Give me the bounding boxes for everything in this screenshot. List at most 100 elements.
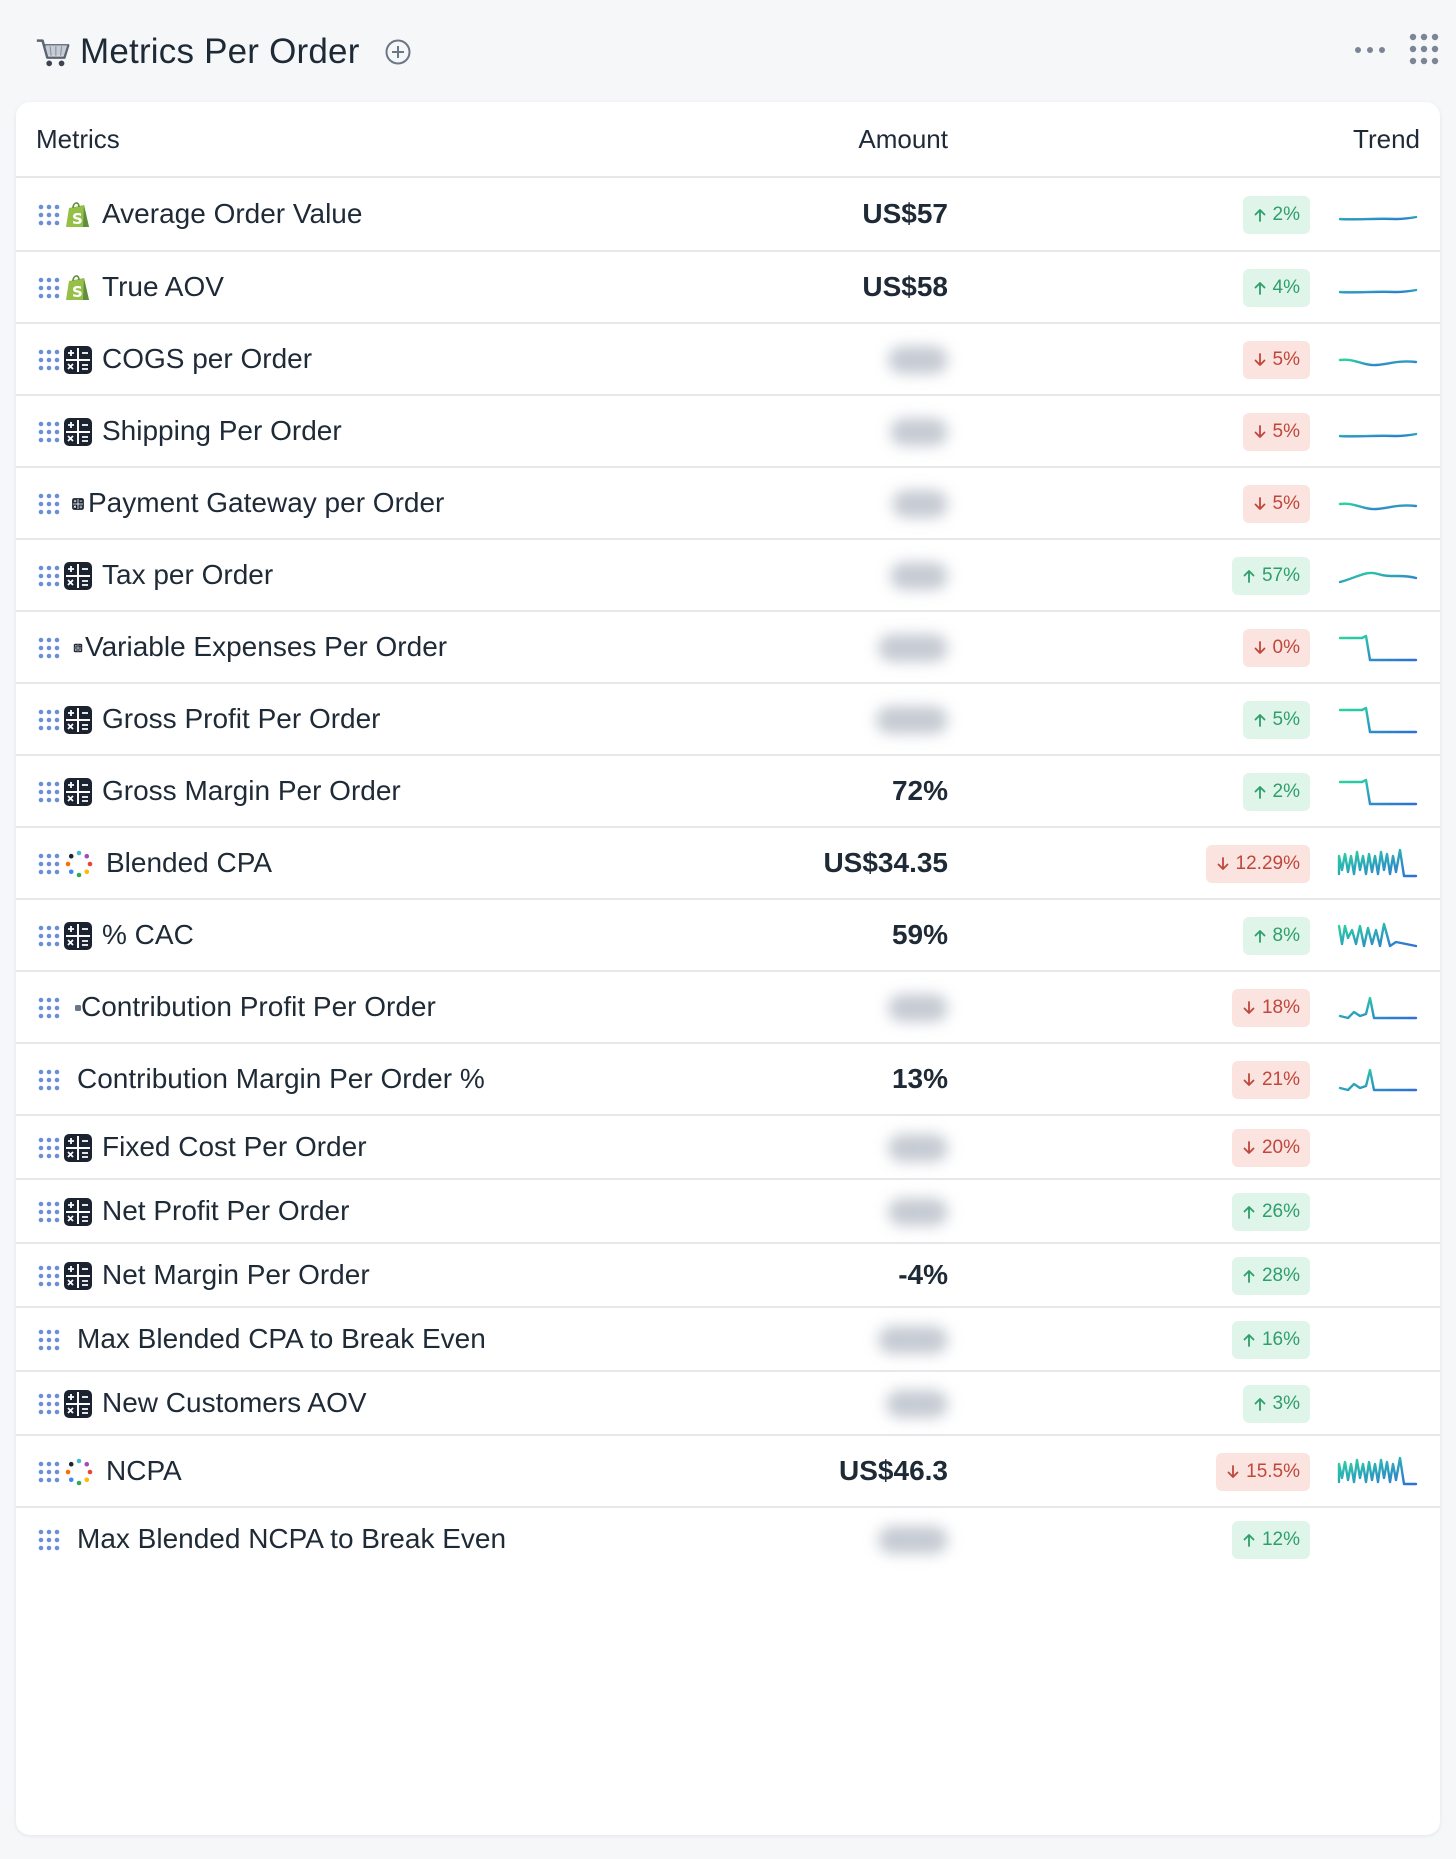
column-header-metrics[interactable]: Metrics [36, 124, 120, 154]
arrow-up-icon [1254, 1398, 1265, 1411]
drag-handle-icon[interactable] [38, 781, 60, 803]
table-row[interactable]: Max Blended NCPA to Break Even 12% [16, 1508, 1440, 1572]
drag-handle-icon[interactable] [38, 997, 60, 1019]
drag-handle-icon[interactable] [38, 637, 60, 659]
change-badge: 5% [1242, 485, 1310, 523]
arrow-up-icon [1254, 282, 1265, 295]
blended-dots-icon [65, 850, 93, 878]
arrow-up-icon [1243, 1534, 1255, 1547]
more-horizontal-icon[interactable] [1352, 40, 1388, 60]
metric-name: Net Margin Per Order [102, 1259, 370, 1290]
drag-handle-icon[interactable] [38, 421, 60, 443]
arrow-down-icon [1217, 857, 1228, 870]
table-row[interactable]: Max Blended CPA to Break Even 16% [16, 1308, 1440, 1372]
drag-handle-icon[interactable] [38, 1137, 60, 1159]
table-row[interactable]: COGS per Order 5% [16, 324, 1440, 396]
change-value: 2% [1272, 204, 1300, 225]
drag-handle-icon[interactable] [38, 925, 60, 947]
metric-amount: US$34.35 [823, 847, 948, 878]
metric-name: New Customers AOV [102, 1387, 367, 1418]
drag-handle-icon[interactable] [38, 349, 60, 371]
plus-circle-icon[interactable] [384, 38, 412, 66]
trend-sparkline [1337, 1456, 1418, 1486]
trend-sparkline [1338, 996, 1418, 1020]
table-row[interactable]: Net Margin Per Order -4% 28% [16, 1244, 1440, 1308]
table-row[interactable]: Contribution Margin Per Order % 13% 21% [16, 1044, 1440, 1116]
arrow-down-icon [1254, 641, 1265, 654]
drag-handle-icon[interactable] [38, 565, 60, 587]
change-value: 15.5% [1246, 1461, 1300, 1482]
change-badge: 2% [1242, 773, 1310, 811]
arrow-up-icon [1254, 209, 1265, 222]
arrow-up-icon [1254, 714, 1265, 727]
table-row[interactable]: Shipping Per Order 5% [16, 396, 1440, 468]
calculator-icon [64, 1134, 92, 1162]
change-badge: 3% [1242, 1385, 1310, 1423]
change-value: 5% [1272, 421, 1300, 442]
drag-handle-icon[interactable] [38, 853, 60, 875]
arrow-down-icon [1254, 497, 1265, 510]
hidden-amount [876, 706, 948, 734]
trend-sparkline [1338, 288, 1418, 294]
arrow-down-icon [1227, 1465, 1239, 1478]
grid-dots-icon[interactable] [1408, 32, 1440, 66]
table-row[interactable]: S Average Order Value US$57 2% [16, 178, 1440, 252]
calculator-icon [64, 1390, 92, 1418]
table-row[interactable]: Blended CPA US$34.35 12.29% [16, 828, 1440, 900]
change-value: 0% [1272, 637, 1300, 658]
hidden-amount [888, 994, 948, 1022]
metric-name: Fixed Cost Per Order [102, 1131, 367, 1162]
drag-handle-icon[interactable] [38, 1069, 60, 1091]
hidden-amount [892, 490, 948, 518]
table-row[interactable]: % CAC 59% 8% [16, 900, 1440, 972]
column-header-trend[interactable]: Trend [1353, 124, 1420, 154]
change-badge: 15.5% [1216, 1453, 1310, 1491]
arrow-down-icon [1254, 425, 1265, 438]
change-value: 12.29% [1235, 853, 1300, 874]
change-value: 8% [1272, 925, 1300, 946]
column-header-amount[interactable]: Amount [858, 124, 948, 154]
trend-sparkline [1338, 432, 1418, 438]
calculator-icon [72, 498, 84, 510]
metric-name: COGS per Order [102, 343, 313, 374]
arrow-up-icon [1243, 1334, 1255, 1347]
drag-handle-icon[interactable] [38, 277, 60, 299]
change-badge: 5% [1242, 341, 1310, 379]
table-row[interactable]: Payment Gateway per Order 5% [16, 468, 1440, 540]
table-row[interactable]: Contribution Profit Per Order 18% [16, 972, 1440, 1044]
drag-handle-icon[interactable] [38, 1529, 60, 1551]
arrow-down-icon [1243, 1001, 1255, 1014]
calculator-icon [64, 562, 92, 590]
trend-sparkline [1337, 848, 1418, 878]
calculator-icon [64, 922, 92, 950]
change-badge: 21% [1231, 1061, 1310, 1099]
drag-handle-icon[interactable] [38, 1461, 60, 1483]
change-badge: 12% [1231, 1521, 1310, 1559]
trend-sparkline [1338, 778, 1418, 806]
table-row[interactable]: Fixed Cost Per Order 20% [16, 1116, 1440, 1180]
table-row[interactable]: S True AOV US$58 4% [16, 252, 1440, 324]
table-row[interactable]: NCPA US$46.3 15.5% [16, 1436, 1440, 1508]
calculator-icon [64, 418, 92, 446]
calculator-icon [64, 1198, 92, 1226]
table-row[interactable]: Net Profit Per Order 26% [16, 1180, 1440, 1244]
metric-name: NCPA [106, 1455, 182, 1486]
drag-handle-icon[interactable] [38, 1265, 60, 1287]
drag-handle-icon[interactable] [38, 204, 60, 226]
table-row[interactable]: Gross Profit Per Order 5% [16, 684, 1440, 756]
table-row[interactable]: Variable Expenses Per Order 0% [16, 612, 1440, 684]
change-value: 18% [1261, 997, 1300, 1018]
drag-handle-icon[interactable] [38, 493, 60, 515]
trend-sparkline [1337, 922, 1418, 948]
drag-handle-icon[interactable] [38, 1329, 60, 1351]
change-badge: 5% [1242, 701, 1310, 739]
change-badge: 18% [1231, 989, 1310, 1027]
drag-handle-icon[interactable] [38, 709, 60, 731]
table-row[interactable]: New Customers AOV 3% [16, 1372, 1440, 1436]
metric-name: Average Order Value [102, 198, 363, 229]
drag-handle-icon[interactable] [38, 1201, 60, 1223]
drag-handle-icon[interactable] [38, 1393, 60, 1415]
arrow-up-icon [1254, 786, 1265, 799]
table-row[interactable]: Tax per Order 57% [16, 540, 1440, 612]
table-row[interactable]: Gross Margin Per Order 72% 2% [16, 756, 1440, 828]
